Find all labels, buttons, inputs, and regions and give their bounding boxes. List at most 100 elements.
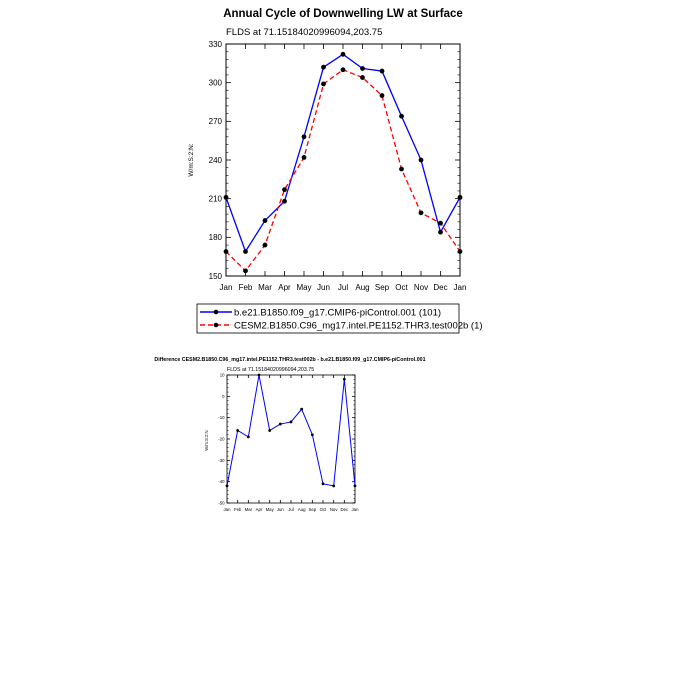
data-point-series-1 bbox=[301, 134, 307, 140]
data-point-series-2 bbox=[379, 93, 385, 98]
y-tick-label: 10 bbox=[220, 373, 225, 378]
x-tick-label: Feb bbox=[234, 507, 242, 512]
x-tick-label: Mar bbox=[258, 283, 272, 292]
chart-title: Annual Cycle of Downwelling LW at Surfac… bbox=[223, 8, 463, 20]
x-tick-label: Oct bbox=[395, 283, 408, 292]
legend-entry-series-2: CESM2.B1850.C96_mg17.intel.PE1152.THR3.t… bbox=[200, 321, 483, 332]
data-point-series-2 bbox=[321, 81, 326, 87]
data-point-series-1 bbox=[257, 373, 261, 377]
y-axis-label: W/m:S:2:N: bbox=[204, 429, 209, 450]
chart-subtitle: FLDS at 71.15184020996094,203.75 bbox=[226, 27, 382, 38]
x-tick-label: Jan bbox=[352, 507, 360, 512]
x-tick-label: Feb bbox=[239, 283, 253, 292]
legend-box bbox=[196, 303, 460, 334]
data-point-series-2 bbox=[360, 75, 365, 80]
y-tick-label: 150 bbox=[209, 272, 223, 281]
data-point-series-1 bbox=[321, 482, 325, 486]
data-point-series-2 bbox=[399, 166, 404, 172]
y-tick-label: 300 bbox=[209, 78, 223, 87]
data-point-series-1 bbox=[353, 484, 357, 488]
data-point-series-1 bbox=[243, 249, 248, 254]
y-tick-label: 210 bbox=[209, 194, 223, 203]
data-point-series-1 bbox=[340, 51, 346, 57]
x-tick-label: Jan bbox=[220, 283, 233, 292]
legend-label-series-2: CESM2.B1850.C96_mg17.intel.PE1152.THR3.t… bbox=[234, 321, 483, 332]
data-point-series-1 bbox=[300, 407, 304, 411]
x-tick-label: May bbox=[266, 507, 275, 512]
x-tick-label: Sep bbox=[375, 283, 390, 292]
y-tick-label: -30 bbox=[218, 458, 225, 463]
legend-label-series-1: b.e21.B1850.f09_g17.CMIP6-piControl.001 … bbox=[234, 308, 441, 319]
y-tick-label: 180 bbox=[209, 233, 223, 242]
x-tick-label: Sep bbox=[309, 507, 317, 512]
series-layer bbox=[225, 373, 357, 488]
y-tick-label: 330 bbox=[209, 40, 223, 49]
legend-marker-series-1 bbox=[213, 309, 219, 315]
data-point-series-2 bbox=[282, 187, 287, 193]
legend: b.e21.B1850.f09_g17.CMIP6-piControl.001 … bbox=[196, 303, 483, 334]
chart-title: Difference CESM2.B1850.C96_mg17.intel.PE… bbox=[154, 357, 425, 363]
data-point-series-2 bbox=[301, 155, 307, 160]
data-point-series-1 bbox=[342, 377, 346, 381]
data-point-series-1 bbox=[282, 198, 287, 204]
y-tick-label: -40 bbox=[218, 479, 225, 484]
data-point-series-2 bbox=[418, 210, 424, 216]
data-point-series-2 bbox=[438, 220, 443, 226]
y-tick-label: 0 bbox=[222, 394, 225, 399]
data-point-series-2 bbox=[243, 268, 248, 274]
x-tick-label: Aug bbox=[298, 507, 306, 512]
data-point-series-1 bbox=[418, 157, 424, 163]
y-tick-label: -20 bbox=[218, 437, 225, 442]
axis-ticks: Jan Feb Mar Apr May Jun Jul Aug Sep Oct Nov Dec Jan 1… bbox=[209, 40, 467, 292]
x-tick-label: Dec bbox=[433, 283, 447, 292]
x-tick-label: Apr bbox=[278, 283, 291, 292]
y-tick-label: 270 bbox=[209, 117, 223, 126]
legend-marker-series-2 bbox=[213, 322, 219, 328]
x-tick-label: Jul bbox=[338, 283, 348, 292]
plot-frame bbox=[225, 43, 461, 277]
x-tick-label: Apr bbox=[256, 507, 263, 512]
data-point-series-2 bbox=[340, 67, 346, 73]
plot-frame bbox=[226, 374, 356, 504]
difference-chart: Difference CESM2.B1850.C96_mg17.intel.PE… bbox=[154, 357, 425, 512]
y-axis-label: W/m:S:2:N: bbox=[188, 143, 195, 176]
x-tick-label: Nov bbox=[414, 283, 428, 292]
data-point-series-1 bbox=[438, 229, 443, 235]
data-point-series-2 bbox=[262, 242, 268, 248]
data-point-series-1 bbox=[223, 194, 229, 200]
chart-subtitle: FLDS at 71.15184020996094,203.75 bbox=[227, 367, 314, 373]
series-layer bbox=[223, 51, 463, 274]
data-point-series-1 bbox=[278, 422, 282, 426]
x-tick-label: Dec bbox=[341, 507, 349, 512]
data-point-series-1 bbox=[379, 68, 385, 74]
data-point-series-2 bbox=[457, 249, 463, 254]
y-tick-label: 240 bbox=[209, 156, 223, 165]
data-point-series-1 bbox=[457, 194, 463, 200]
x-tick-label: Jun bbox=[277, 507, 285, 512]
data-point-series-1 bbox=[321, 64, 326, 70]
y-tick-label: -50 bbox=[218, 501, 225, 506]
x-tick-label: Aug bbox=[355, 283, 369, 292]
data-point-series-1 bbox=[236, 429, 240, 432]
x-tick-label: May bbox=[296, 283, 311, 292]
x-tick-label: Oct bbox=[320, 507, 327, 512]
series-line-2 bbox=[225, 69, 461, 272]
x-tick-label: Jan bbox=[454, 283, 467, 292]
series-line-1 bbox=[226, 374, 356, 487]
x-tick-label: Nov bbox=[330, 507, 338, 512]
data-point-series-1 bbox=[332, 484, 336, 488]
data-point-series-1 bbox=[289, 420, 293, 424]
x-tick-label: Jan bbox=[224, 507, 232, 512]
data-point-series-1 bbox=[262, 218, 268, 223]
legend-entry-series-1: b.e21.B1850.f09_g17.CMIP6-piControl.001 … bbox=[200, 308, 441, 319]
x-tick-label: Jul bbox=[288, 507, 294, 512]
data-point-series-1 bbox=[225, 484, 229, 488]
data-point-series-2 bbox=[223, 249, 229, 254]
series-line-1 bbox=[225, 53, 461, 253]
annual-cycle-chart: Annual Cycle of Downwelling LW at Surfac… bbox=[188, 8, 466, 292]
data-point-series-1 bbox=[310, 433, 314, 437]
y-tick-label: -10 bbox=[218, 415, 225, 420]
data-point-series-1 bbox=[399, 113, 404, 119]
data-point-series-1 bbox=[360, 66, 365, 71]
